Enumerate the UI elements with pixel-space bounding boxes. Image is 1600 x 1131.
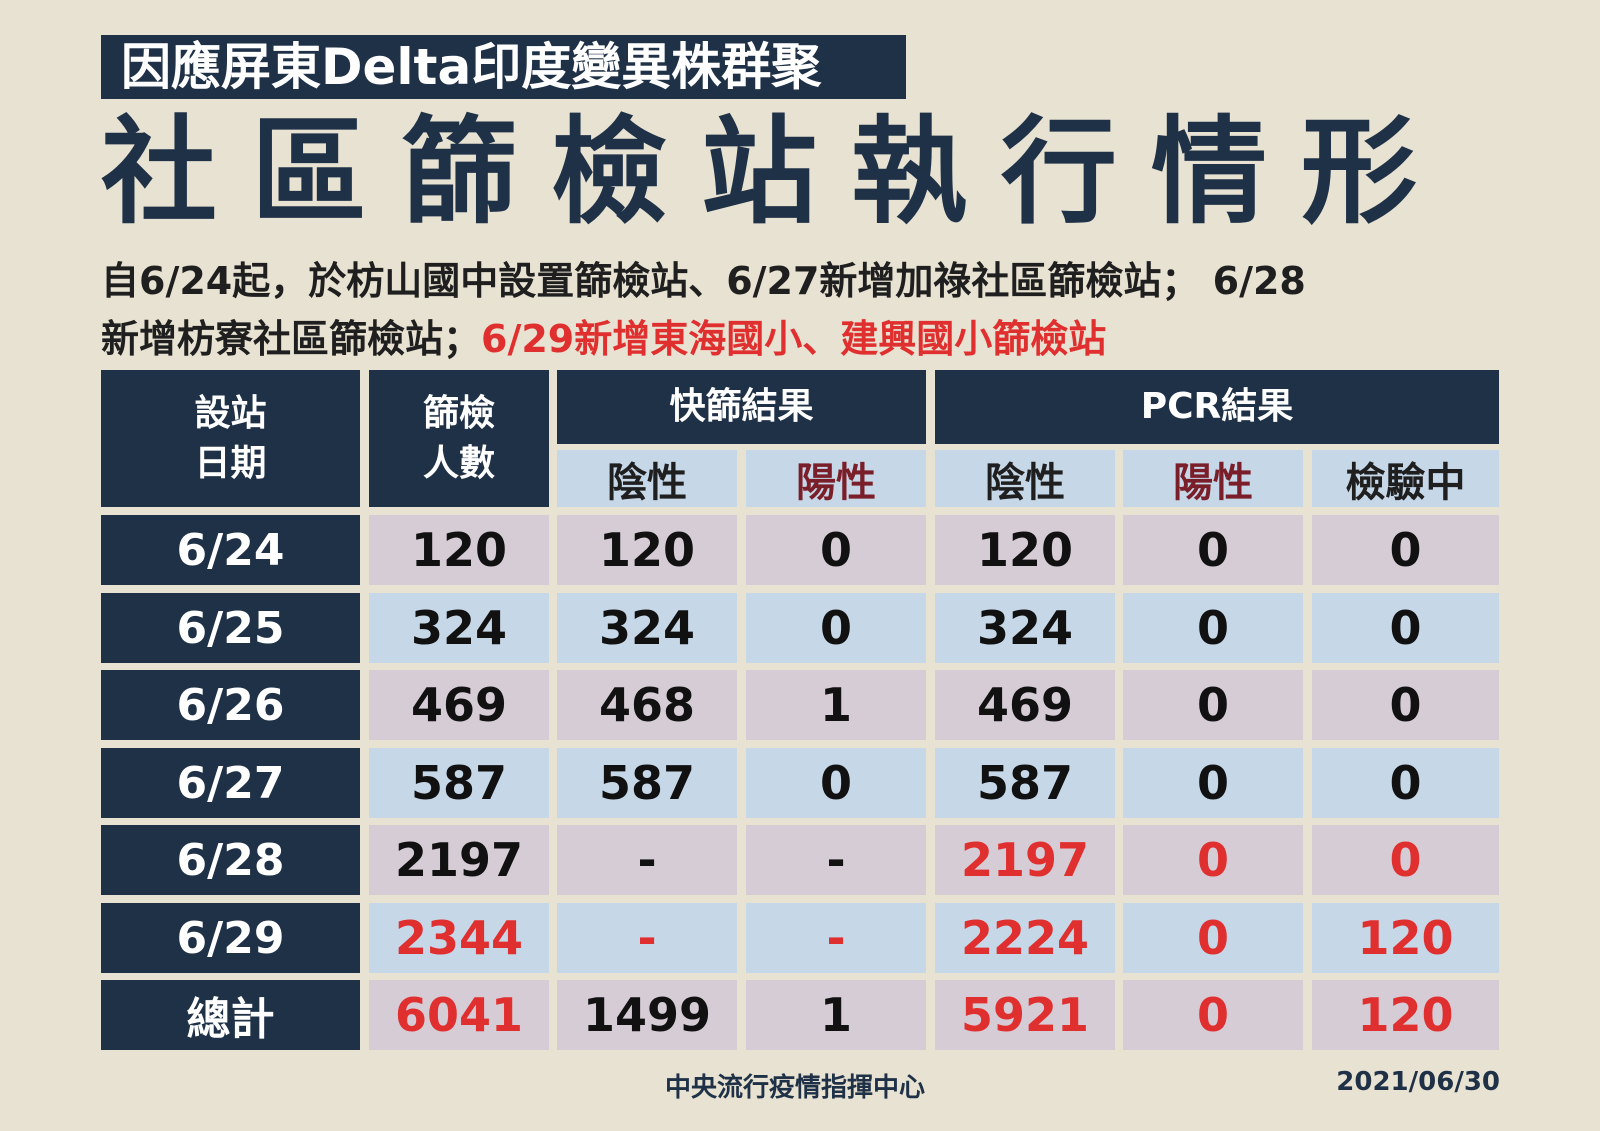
cell-screened: 324 xyxy=(369,593,549,663)
cell-pcr-pos: 0 xyxy=(1123,980,1303,1050)
cell-rapid-pos: 0 xyxy=(746,748,926,818)
cell-pcr-neg: 120 xyxy=(935,515,1115,585)
cell-pcr-testing: 0 xyxy=(1312,593,1499,663)
cell-screened: 2344 xyxy=(369,903,549,973)
cell-pcr-testing: 0 xyxy=(1312,670,1499,740)
row-date: 6/27 xyxy=(101,748,360,818)
cell-rapid-neg: 587 xyxy=(557,748,737,818)
header-date: 設站 日期 xyxy=(101,370,360,507)
cell-screened: 120 xyxy=(369,515,549,585)
cell-screened: 587 xyxy=(369,748,549,818)
subheader-pcr-positive: 陽性 xyxy=(1123,450,1303,507)
footer-date: 2021/06/30 xyxy=(1336,1067,1500,1097)
row-date: 總計 xyxy=(101,980,360,1050)
cell-rapid-pos: - xyxy=(746,825,926,895)
cell-rapid-neg: 324 xyxy=(557,593,737,663)
row-date: 6/28 xyxy=(101,825,360,895)
cell-rapid-pos: - xyxy=(746,903,926,973)
cell-pcr-testing: 0 xyxy=(1312,748,1499,818)
cell-pcr-neg: 2224 xyxy=(935,903,1115,973)
cell-rapid-pos: 1 xyxy=(746,670,926,740)
subheader-rapid-positive: 陽性 xyxy=(746,450,926,507)
description-line-2: 新增枋寮社區篩檢站；6/29新增東海國小、建興國小篩檢站 xyxy=(101,310,1511,368)
cell-pcr-neg: 5921 xyxy=(935,980,1115,1050)
cell-pcr-pos: 0 xyxy=(1123,670,1303,740)
cell-pcr-testing: 120 xyxy=(1312,980,1499,1050)
cell-rapid-pos: 1 xyxy=(746,980,926,1050)
cell-pcr-testing: 120 xyxy=(1312,903,1499,973)
cell-pcr-neg: 469 xyxy=(935,670,1115,740)
cell-rapid-neg: 120 xyxy=(557,515,737,585)
description-line-2-highlight: 6/29新增東海國小、建興國小篩檢站 xyxy=(481,317,1107,361)
cell-pcr-neg: 587 xyxy=(935,748,1115,818)
cell-pcr-pos: 0 xyxy=(1123,903,1303,973)
cell-pcr-testing: 0 xyxy=(1312,825,1499,895)
cell-pcr-testing: 0 xyxy=(1312,515,1499,585)
cell-screened: 2197 xyxy=(369,825,549,895)
description: 自6/24起，於枋山國中設置篩檢站、6/27新增加祿社區篩檢站； 6/28 新增… xyxy=(101,252,1511,368)
row-date: 6/24 xyxy=(101,515,360,585)
description-line-2-normal: 新增枋寮社區篩檢站； xyxy=(101,317,482,361)
description-line-1: 自6/24起，於枋山國中設置篩檢站、6/27新增加祿社區篩檢站； 6/28 xyxy=(101,259,1306,303)
cell-pcr-neg: 2197 xyxy=(935,825,1115,895)
subtitle-text: 因應屏東Delta印度變異株群聚 xyxy=(121,38,822,96)
row-date: 6/29 xyxy=(101,903,360,973)
subheader-pcr-negative: 陰性 xyxy=(935,450,1115,507)
row-date: 6/26 xyxy=(101,670,360,740)
cell-pcr-neg: 324 xyxy=(935,593,1115,663)
cell-rapid-neg: - xyxy=(557,825,737,895)
cell-rapid-pos: 0 xyxy=(746,593,926,663)
row-date: 6/25 xyxy=(101,593,360,663)
cell-rapid-neg: 1499 xyxy=(557,980,737,1050)
header-pcr: PCR結果 xyxy=(935,370,1499,444)
cell-pcr-pos: 0 xyxy=(1123,825,1303,895)
cell-screened: 469 xyxy=(369,670,549,740)
cell-pcr-pos: 0 xyxy=(1123,515,1303,585)
header-screened: 篩檢 人數 xyxy=(369,370,549,507)
cell-rapid-pos: 0 xyxy=(746,515,926,585)
header-rapid: 快篩結果 xyxy=(557,370,926,444)
subtitle-banner: 因應屏東Delta印度變異株群聚 xyxy=(101,35,906,99)
footer-organization: 中央流行疫情指揮中心 xyxy=(664,1073,925,1103)
subheader-rapid-negative: 陰性 xyxy=(557,450,737,507)
cell-rapid-neg: 468 xyxy=(557,670,737,740)
cell-screened: 6041 xyxy=(369,980,549,1050)
cell-pcr-pos: 0 xyxy=(1123,748,1303,818)
cell-pcr-pos: 0 xyxy=(1123,593,1303,663)
cell-rapid-neg: - xyxy=(557,903,737,973)
subheader-pcr-testing: 檢驗中 xyxy=(1312,450,1499,507)
page-title: 社區篩檢站執行情形 xyxy=(101,105,1451,240)
